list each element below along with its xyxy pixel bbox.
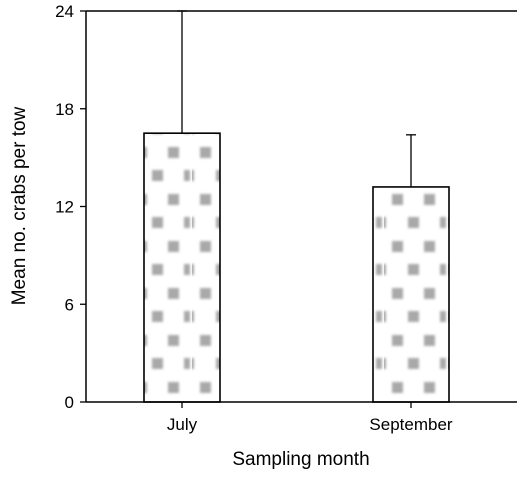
x-tick-label: July: [167, 415, 198, 434]
bar-september: [372, 186, 450, 403]
y-tick-label: 24: [55, 2, 74, 21]
y-tick-label: 6: [65, 295, 74, 314]
y-tick-label: 0: [65, 393, 74, 412]
bar-july: [143, 132, 221, 403]
x-tick-label: September: [369, 415, 452, 434]
y-tick-label: 12: [55, 198, 74, 217]
x-axis-title: Sampling month: [232, 449, 369, 470]
y-tick-label: 18: [55, 100, 74, 119]
y-axis-title: Mean no. crabs per tow: [9, 106, 30, 305]
